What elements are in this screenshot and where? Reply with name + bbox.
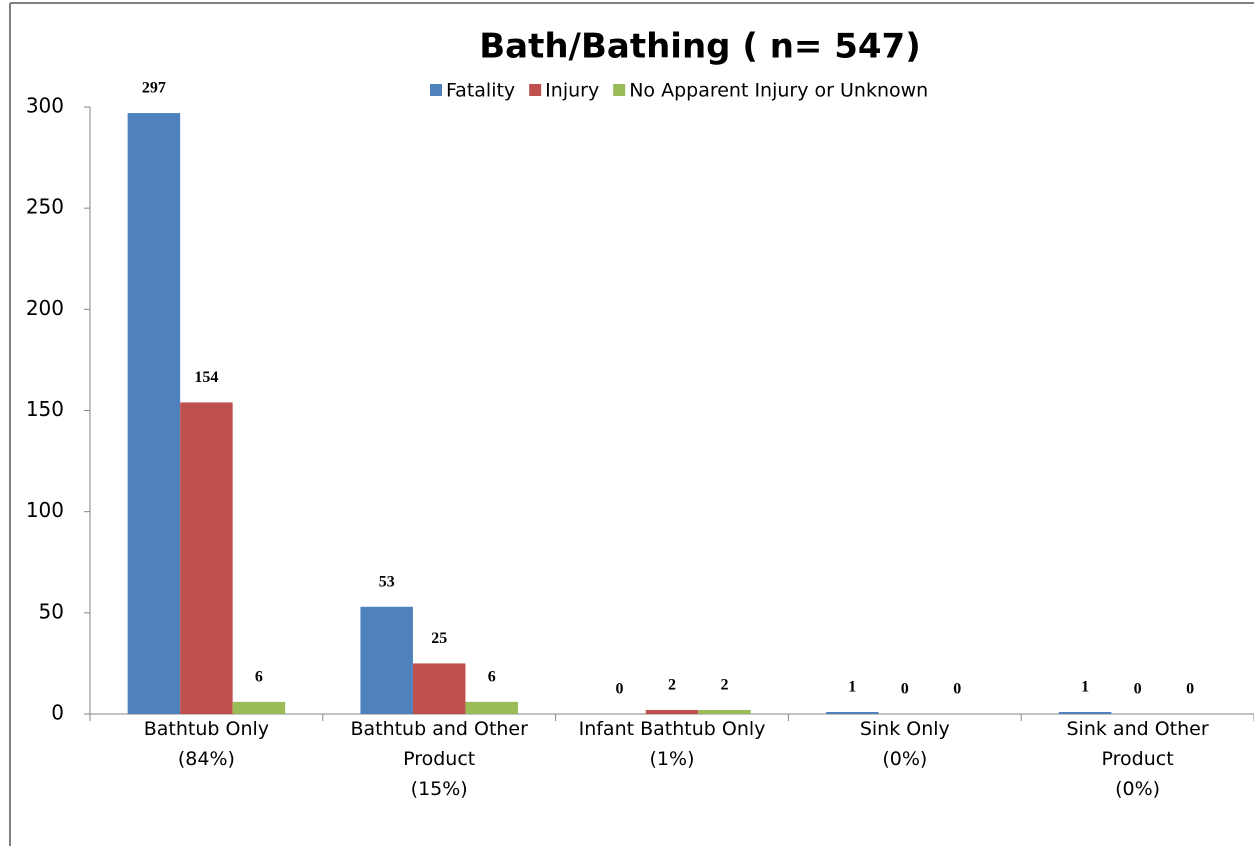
data-label: 0 [1134,681,1142,698]
bar [412,663,466,714]
x-tick-label: Sink and Other Product (0%) [1066,718,1209,800]
bar [698,709,751,714]
bar [360,606,413,714]
bar [232,701,286,714]
y-tick-label: 0 [51,701,64,725]
data-label: 2 [668,677,676,694]
data-label: 0 [901,681,909,698]
y-tick-label: 300 [26,94,64,118]
x-tick-label: Infant Bathtub Only (1%) [578,718,766,770]
data-label: 0 [616,681,624,698]
data-label: 1 [848,679,856,696]
legend-label: No Apparent Injury or Unknown [629,80,928,102]
data-label: 6 [255,669,263,686]
x-tick-label: Bathtub Only (84%) [143,718,270,770]
x-tick-label: Bathtub and Other Product (15%) [350,718,528,800]
y-tick-label: 100 [26,498,64,522]
data-label: 53 [379,573,395,590]
bar [465,701,518,714]
data-label: 0 [1186,681,1194,698]
data-label: 2 [721,677,729,694]
chart-title: Bath/Bathing ( n= 547) [479,27,921,67]
data-label: 154 [194,369,218,386]
data-label: 297 [142,80,166,97]
legend-swatch [430,84,442,96]
legend-swatch [529,84,542,96]
data-label: 0 [953,681,961,698]
bar [645,709,699,714]
legend-label: Fatality [446,80,515,102]
y-tick-label: 150 [26,397,64,421]
legend-label: Injury [545,80,599,102]
bar [180,402,233,714]
bar [127,113,181,714]
y-tick-label: 200 [26,296,64,320]
data-label: 25 [431,630,447,647]
x-tick-label: Sink Only (0%) [859,718,950,770]
data-label: 1 [1081,679,1089,696]
y-tick-label: 250 [26,195,64,219]
bar [826,711,879,714]
bar [1058,711,1112,714]
legend-swatch [613,84,626,96]
data-label: 6 [488,669,496,686]
y-tick-label: 50 [39,599,64,623]
